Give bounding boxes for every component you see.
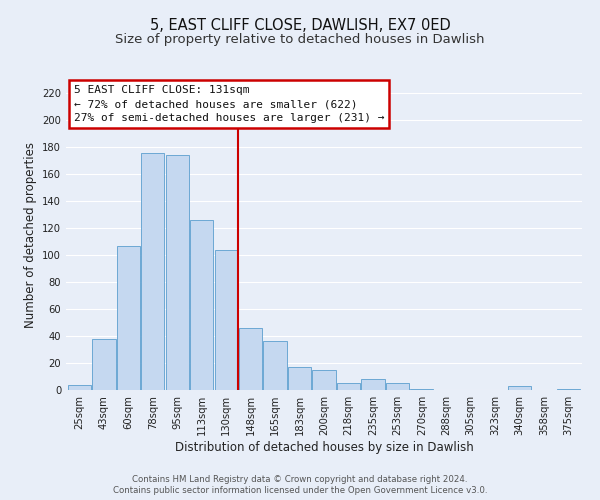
Bar [361,379,385,390]
Text: Contains public sector information licensed under the Open Government Licence v3: Contains public sector information licen… [113,486,487,495]
Bar [386,384,409,390]
Text: 5 EAST CLIFF CLOSE: 131sqm
← 72% of detached houses are smaller (622)
27% of sem: 5 EAST CLIFF CLOSE: 131sqm ← 72% of deta… [74,84,384,124]
Bar [141,153,164,390]
Text: 5, EAST CLIFF CLOSE, DAWLISH, EX7 0ED: 5, EAST CLIFF CLOSE, DAWLISH, EX7 0ED [149,18,451,32]
Bar [166,156,189,390]
Bar [117,246,140,390]
Bar [337,384,360,390]
Bar [557,388,580,390]
Bar [508,386,531,390]
Bar [410,388,433,390]
Bar [239,328,262,390]
Y-axis label: Number of detached properties: Number of detached properties [23,142,37,328]
Bar [68,384,91,390]
Bar [313,370,335,390]
Bar [288,367,311,390]
Bar [215,250,238,390]
Text: Size of property relative to detached houses in Dawlish: Size of property relative to detached ho… [115,32,485,46]
Text: Contains HM Land Registry data © Crown copyright and database right 2024.: Contains HM Land Registry data © Crown c… [132,475,468,484]
Bar [92,339,116,390]
Bar [190,220,214,390]
X-axis label: Distribution of detached houses by size in Dawlish: Distribution of detached houses by size … [175,441,473,454]
Bar [263,342,287,390]
